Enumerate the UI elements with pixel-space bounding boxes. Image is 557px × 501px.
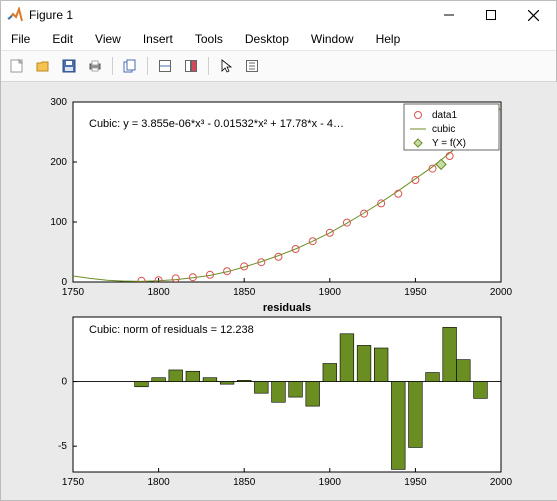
residuals-annotation: Cubic: norm of residuals = 12.238 — [89, 324, 254, 336]
svg-text:1750: 1750 — [62, 477, 85, 488]
svg-text:2000: 2000 — [490, 477, 513, 488]
svg-text:1750: 1750 — [62, 287, 85, 298]
menu-edit[interactable]: Edit — [46, 30, 79, 48]
matlab-icon — [7, 7, 23, 23]
residual-bar — [272, 382, 286, 403]
svg-text:1950: 1950 — [404, 477, 427, 488]
window-title: Figure 1 — [29, 8, 428, 22]
inspect-icon[interactable] — [240, 54, 264, 78]
figure-window: Figure 1 File Edit View Insert Tools Des… — [0, 0, 557, 501]
save-icon[interactable] — [57, 54, 81, 78]
toolbar — [1, 51, 556, 82]
figure-canvas[interactable]: 1750 1800 1850 1900 1950 2000 0 100 200 300 Cubic:… — [1, 82, 557, 500]
residual-bar — [456, 360, 470, 382]
residual-bar — [426, 373, 440, 382]
residual-bar — [306, 382, 320, 407]
residual-bar — [340, 334, 354, 382]
residual-bar — [254, 382, 268, 394]
svg-text:2000: 2000 — [490, 287, 513, 298]
titlebar: Figure 1 — [1, 1, 556, 29]
svg-text:1850: 1850 — [233, 287, 256, 298]
legend-label: Y = f(X) — [432, 138, 466, 149]
cubic-annotation: Cubic: y = 3.855e-06*x³ - 0.01532*x² + 1… — [89, 118, 344, 130]
bottom-axes — [73, 317, 501, 472]
print-icon[interactable] — [83, 54, 107, 78]
residual-bar — [135, 382, 149, 387]
figure-area: 1750 1800 1850 1900 1950 2000 0 100 200 300 Cubic:… — [1, 82, 556, 500]
svg-text:1800: 1800 — [147, 477, 170, 488]
menu-tools[interactable]: Tools — [189, 30, 229, 48]
menubar: File Edit View Insert Tools Desktop Wind… — [1, 29, 556, 51]
toolbar-sep — [147, 57, 148, 75]
residuals-title: residuals — [263, 302, 311, 314]
svg-text:0: 0 — [61, 377, 67, 388]
menu-insert[interactable]: Insert — [137, 30, 179, 48]
svg-text:1900: 1900 — [319, 287, 342, 298]
pointer-icon[interactable] — [214, 54, 238, 78]
menu-file[interactable]: File — [5, 30, 36, 48]
svg-text:0: 0 — [61, 277, 67, 288]
residual-bar — [443, 327, 457, 381]
legend-label: data1 — [432, 110, 457, 121]
menu-view[interactable]: View — [89, 30, 127, 48]
linked-axes-icon[interactable] — [153, 54, 177, 78]
residual-bar — [237, 380, 251, 381]
copy-icon[interactable] — [118, 54, 142, 78]
toolbar-sep — [112, 57, 113, 75]
residual-bar — [409, 382, 423, 448]
svg-text:1900: 1900 — [319, 477, 342, 488]
residual-bar — [289, 382, 303, 398]
minimize-button[interactable] — [428, 1, 470, 29]
maximize-button[interactable] — [470, 1, 512, 29]
residual-bar — [474, 382, 488, 399]
residual-bar — [152, 378, 166, 382]
menu-desktop[interactable]: Desktop — [239, 30, 295, 48]
residual-bar — [203, 378, 217, 382]
new-figure-icon[interactable] — [5, 54, 29, 78]
menu-window[interactable]: Window — [305, 30, 360, 48]
residual-bar — [357, 345, 371, 381]
legend-label: cubic — [432, 124, 455, 135]
residual-bar — [391, 382, 405, 470]
residual-bar — [169, 370, 183, 382]
svg-text:300: 300 — [50, 97, 67, 108]
svg-text:-5: -5 — [58, 441, 67, 452]
svg-text:200: 200 — [50, 157, 67, 168]
svg-text:1850: 1850 — [233, 477, 256, 488]
residual-bar — [186, 371, 200, 381]
svg-text:1950: 1950 — [404, 287, 427, 298]
residual-bar — [323, 364, 337, 382]
svg-text:100: 100 — [50, 217, 67, 228]
menu-help[interactable]: Help — [370, 30, 407, 48]
svg-text:1800: 1800 — [147, 287, 170, 298]
close-button[interactable] — [512, 1, 554, 29]
open-icon[interactable] — [31, 54, 55, 78]
colorbar-icon[interactable] — [179, 54, 203, 78]
residual-bar — [374, 348, 388, 382]
toolbar-sep — [208, 57, 209, 75]
residual-bar — [220, 382, 234, 385]
